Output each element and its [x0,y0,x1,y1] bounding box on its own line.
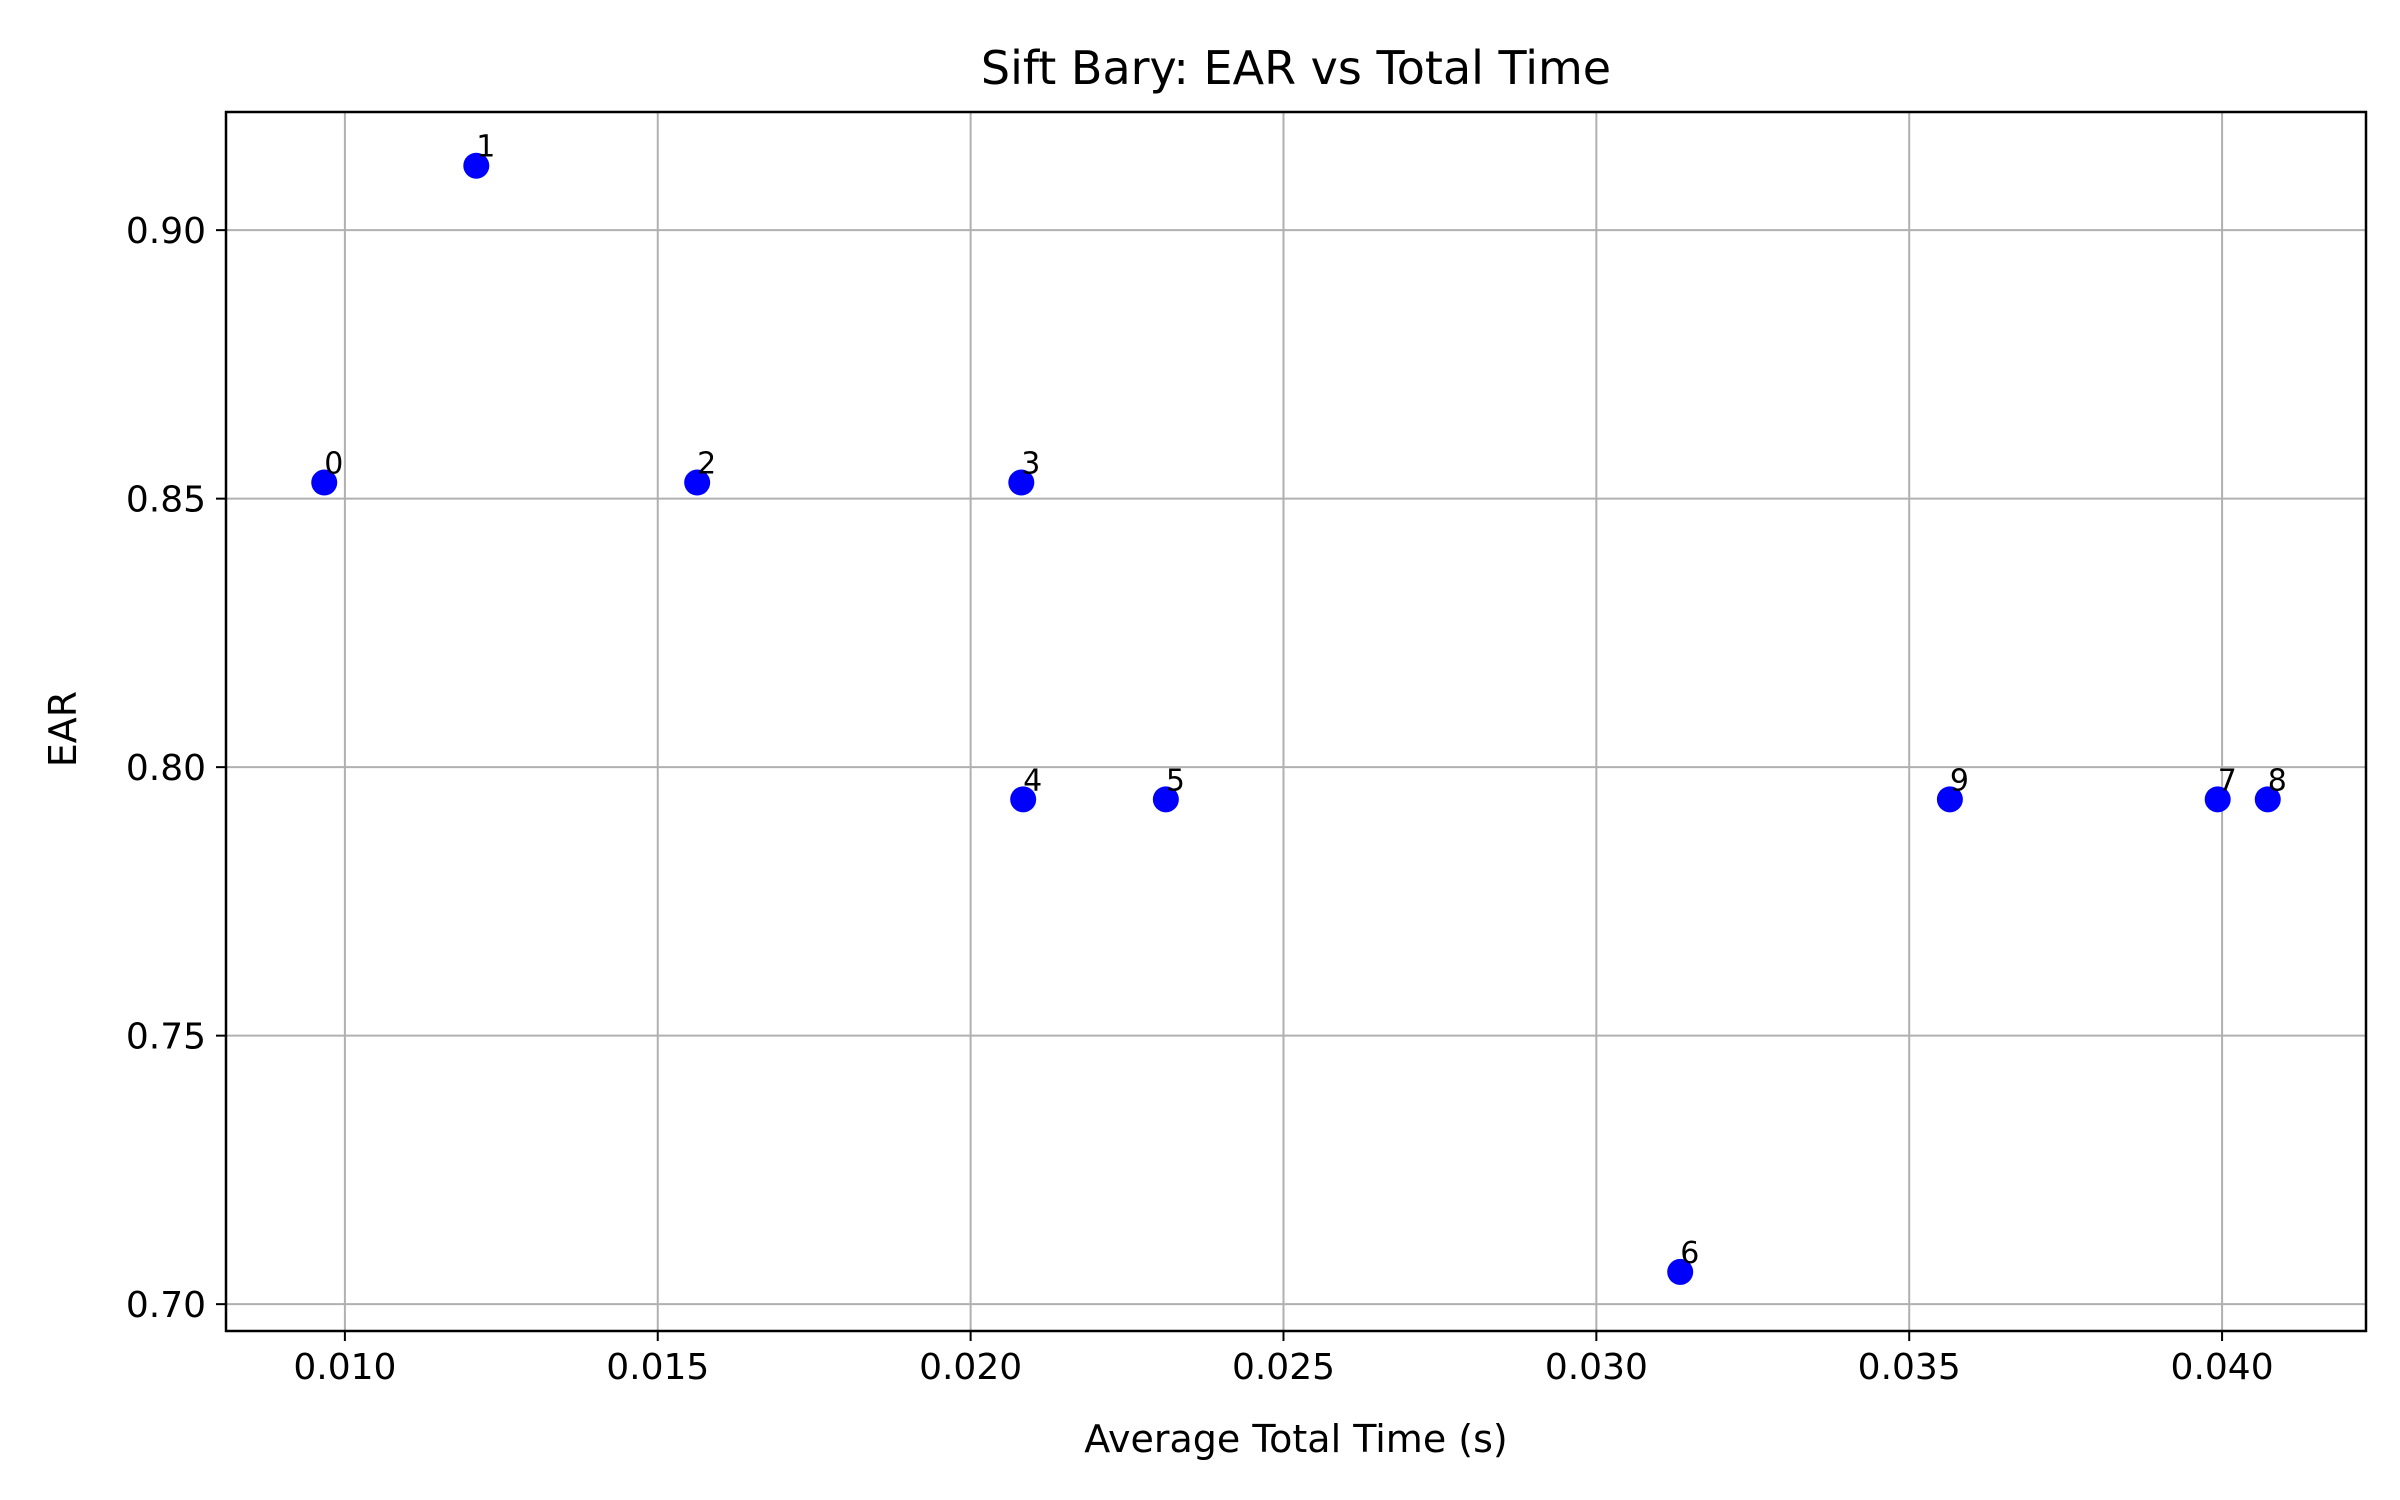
point-label: 7 [2218,763,2237,798]
chart-title: Sift Bary: EAR vs Total Time [981,41,1611,95]
y-axis-title: EAR [41,691,85,767]
point-label: 0 [324,447,343,482]
point-label: 3 [1021,447,1040,482]
point-label: 2 [697,447,716,482]
data-point [1667,1258,1694,1285]
y-tick-label: 0.75 [126,1017,206,1058]
data-point [1008,469,1035,496]
point-labels: 0 1 2 3 4 5 6 7 8 9 [324,130,2287,1271]
y-tick-label: 0.85 [126,480,206,521]
x-tick-label: 0.010 [293,1347,396,1388]
x-axis-title: Average Total Time (s) [1084,1417,1507,1461]
point-label: 5 [1166,763,1185,798]
point-label: 9 [1950,763,1969,798]
grid-lines [226,112,2366,1331]
x-tick-label: 0.035 [1858,1347,1961,1388]
plot-frame [224,110,2368,1333]
data-point [2204,786,2231,813]
y-tick-label: 0.70 [126,1285,206,1326]
x-tick-label: 0.030 [1545,1347,1648,1388]
y-tick-label: 0.80 [126,748,206,789]
point-label: 1 [476,130,495,165]
data-point [1010,786,1037,813]
x-tick-label: 0.025 [1232,1347,1335,1388]
data-points [311,152,2281,1285]
point-label: 6 [1680,1236,1699,1271]
point-label: 4 [1023,763,1042,798]
x-tick-label: 0.040 [2171,1347,2274,1388]
x-tick-label: 0.020 [919,1347,1022,1388]
data-point [311,469,338,496]
data-point [684,469,711,496]
data-point [463,152,490,179]
data-point [1936,786,1963,813]
y-tick-label: 0.90 [126,211,206,252]
data-point [1152,786,1179,813]
point-label: 8 [2268,763,2287,798]
x-tick-label: 0.015 [606,1347,709,1388]
data-point [2254,786,2281,813]
axis-ticks: 0.010 0.015 0.020 0.025 0.030 0.035 0.040 0.70 0… [126,211,2274,1388]
